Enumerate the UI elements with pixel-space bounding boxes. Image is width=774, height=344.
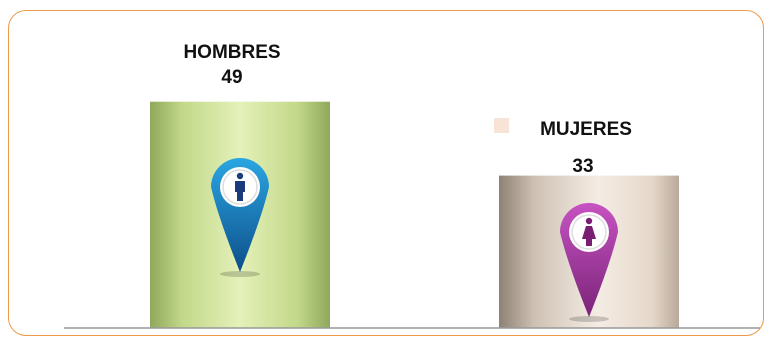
woman-location-pin-icon xyxy=(560,203,618,322)
category-label-hombres: HOMBRES xyxy=(183,42,280,63)
pin-group xyxy=(211,157,618,322)
man-location-pin-icon xyxy=(211,157,269,277)
category-label-mujeres: MUJERES xyxy=(540,119,632,140)
legend-swatch-mujeres xyxy=(494,118,509,133)
value-label-hombres: 49 xyxy=(221,67,242,88)
chart-frame xyxy=(8,10,764,336)
label-group: HOMBRES 49 MUJERES 33 xyxy=(183,42,631,177)
value-label-mujeres: 33 xyxy=(572,156,593,177)
